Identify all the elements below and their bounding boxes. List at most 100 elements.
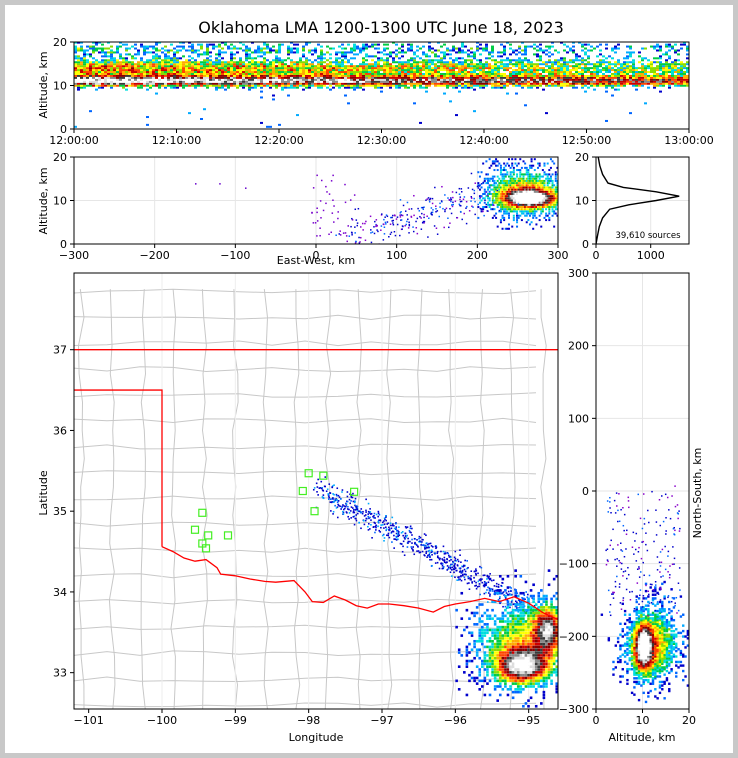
altitude-time-cell (158, 67, 161, 70)
altitude-time-cell (233, 67, 236, 70)
east-west-cell (538, 206, 541, 209)
east-west-cell (549, 179, 552, 182)
altitude-time-cell (356, 74, 359, 77)
altitude-time-cell (263, 59, 266, 62)
altitude-histogram-line (596, 157, 680, 244)
east-west-source (422, 206, 424, 209)
altitude-time-cell (161, 78, 164, 81)
altitude-time-cell (98, 51, 101, 54)
altitude-time-cell (86, 78, 89, 81)
east-west-source (435, 227, 438, 229)
plan-source (368, 512, 371, 514)
altitude-time-cell (461, 69, 464, 72)
altitude-time-cell (197, 80, 200, 83)
east-west-cell (491, 199, 494, 202)
altitude-time-cell (521, 53, 524, 56)
east-west-cell (537, 182, 540, 185)
altitude-time-cell (401, 45, 404, 48)
altitude-time-cell (329, 80, 332, 83)
altitude-time-cell (464, 74, 467, 77)
altitude-time-cell (686, 45, 689, 48)
east-west-source (421, 212, 423, 215)
altitude-time-cell (155, 59, 158, 62)
altitude-time-cell (587, 63, 590, 66)
altitude-time-cell (308, 63, 311, 66)
altitude-time-cell (443, 65, 446, 68)
east-west-cell (516, 210, 519, 213)
plan-source (533, 604, 536, 607)
altitude-time-cell (641, 59, 644, 62)
altitude-time-cell (326, 74, 329, 77)
altitude-time-cell (242, 84, 245, 87)
altitude-time-cell (389, 53, 392, 56)
altitude-time-cell (293, 78, 296, 81)
altitude-time-cell (74, 42, 77, 44)
altitude-time-cell (149, 51, 152, 54)
altitude-time-cell (137, 72, 140, 75)
altitude-time-cell (446, 49, 449, 52)
east-west-cell (516, 197, 519, 200)
altitude-time-cell (560, 59, 563, 62)
east-west-cell (478, 184, 481, 187)
altitude-time-cell (521, 84, 524, 87)
altitude-time-cell (95, 59, 98, 62)
altitude-time-cell (266, 69, 269, 72)
altitude-time-cell (488, 76, 491, 79)
altitude-time-cell (437, 72, 440, 75)
east-west-cell (524, 192, 527, 195)
altitude-time-cell (110, 61, 113, 64)
altitude-time-cell (188, 112, 191, 115)
east-west-cell (535, 197, 538, 200)
altitude-time-cell (431, 67, 434, 70)
altitude-time-cell (335, 74, 338, 77)
altitude-time-cell (419, 67, 422, 70)
altitude-time-cell (155, 74, 158, 77)
altitude-time-cell (128, 47, 131, 50)
altitude-time-cell (581, 69, 584, 72)
altitude-time-cell (428, 74, 431, 77)
plan-source (421, 550, 424, 553)
altitude-time-cell (671, 63, 674, 66)
altitude-time-cell (524, 65, 527, 68)
east-west-cell (554, 186, 557, 189)
east-west-cell (504, 184, 507, 187)
county-line (74, 417, 537, 424)
altitude-time-cell (437, 80, 440, 83)
east-west-cell (530, 188, 533, 191)
east-west-cell (548, 169, 551, 172)
east-west-source (473, 189, 476, 192)
altitude-time-cell (683, 63, 686, 66)
altitude-time-cell (533, 82, 536, 85)
altitude-time-cell (119, 72, 122, 75)
altitude-time-cell (233, 53, 236, 56)
east-west-cell (514, 192, 517, 195)
east-west-cell (480, 186, 483, 189)
altitude-time-cell (254, 72, 257, 75)
altitude-time-cell (425, 71, 428, 74)
altitude-time-cell (227, 86, 230, 89)
altitude-time-cell (368, 84, 371, 87)
altitude-time-cell (203, 108, 206, 111)
altitude-time-cell (137, 65, 140, 68)
east-west-cell (538, 179, 541, 182)
altitude-time-y-tick-label: 10 (53, 80, 67, 93)
altitude-time-cell (278, 47, 281, 50)
east-west-source (459, 196, 462, 198)
east-west-cell (509, 182, 512, 185)
altitude-time-cell (506, 82, 509, 85)
altitude-time-cell (263, 72, 266, 75)
altitude-time-cell (368, 74, 371, 77)
altitude-time-cell (239, 84, 242, 87)
altitude-time-cell (194, 80, 197, 83)
altitude-time-cell (593, 82, 596, 85)
altitude-time-cell (113, 71, 116, 74)
altitude-time-cell (140, 69, 143, 72)
altitude-time-cell (368, 65, 371, 68)
east-west-cell (545, 206, 548, 209)
altitude-time-cell (224, 72, 227, 75)
altitude-time-cell (287, 76, 290, 79)
altitude-time-cell (671, 45, 674, 48)
altitude-time-cell (656, 82, 659, 85)
altitude-time-cell (461, 43, 464, 46)
east-west-cell (524, 182, 527, 185)
